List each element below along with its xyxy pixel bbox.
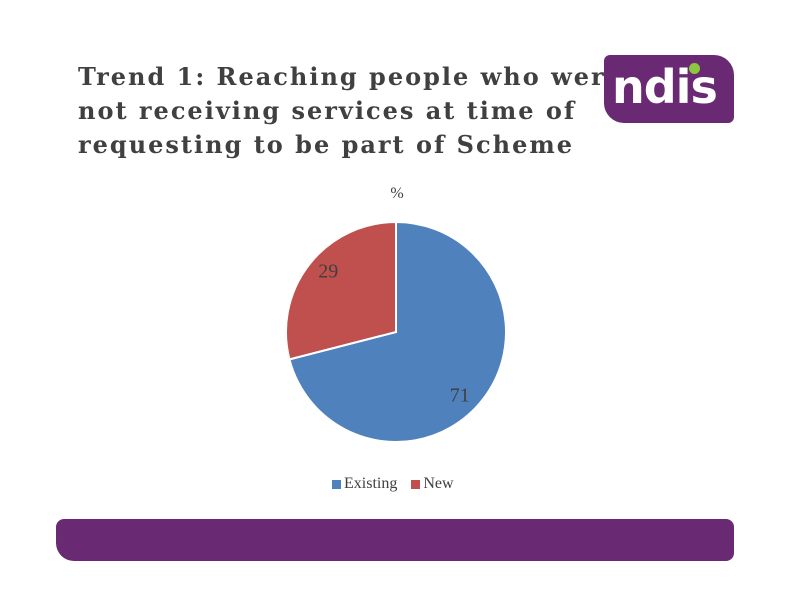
- chart-legend: Existing New: [332, 475, 454, 493]
- data-label-existing: 71: [450, 385, 470, 407]
- title-line-3: requesting to be part of Scheme: [78, 130, 575, 159]
- legend-swatch-new: [411, 479, 421, 489]
- pie-slice-existing: [288, 220, 507, 443]
- footer-bar: [56, 519, 734, 561]
- ndis-logo-text: ndis: [612, 60, 718, 114]
- chart-title: %: [390, 185, 404, 202]
- slide-title: Trend 1: Reaching people who were not re…: [78, 60, 623, 162]
- ndis-logo-dot-icon: [689, 63, 700, 74]
- legend-label-existing: Existing: [344, 475, 398, 492]
- data-label-new: 29: [318, 261, 338, 283]
- legend-label-new: New: [423, 475, 454, 492]
- legend-item-existing: Existing: [332, 475, 397, 493]
- title-line-1: Trend 1: Reaching people who were: [78, 62, 623, 91]
- title-line-2: not receiving services at time of: [78, 96, 577, 125]
- ndis-logo: ndis: [604, 55, 734, 123]
- legend-item-new: New: [411, 475, 454, 493]
- legend-swatch-existing: [332, 479, 341, 489]
- pie-chart: 71 29: [285, 220, 507, 443]
- pie-slice-new: [285, 220, 397, 361]
